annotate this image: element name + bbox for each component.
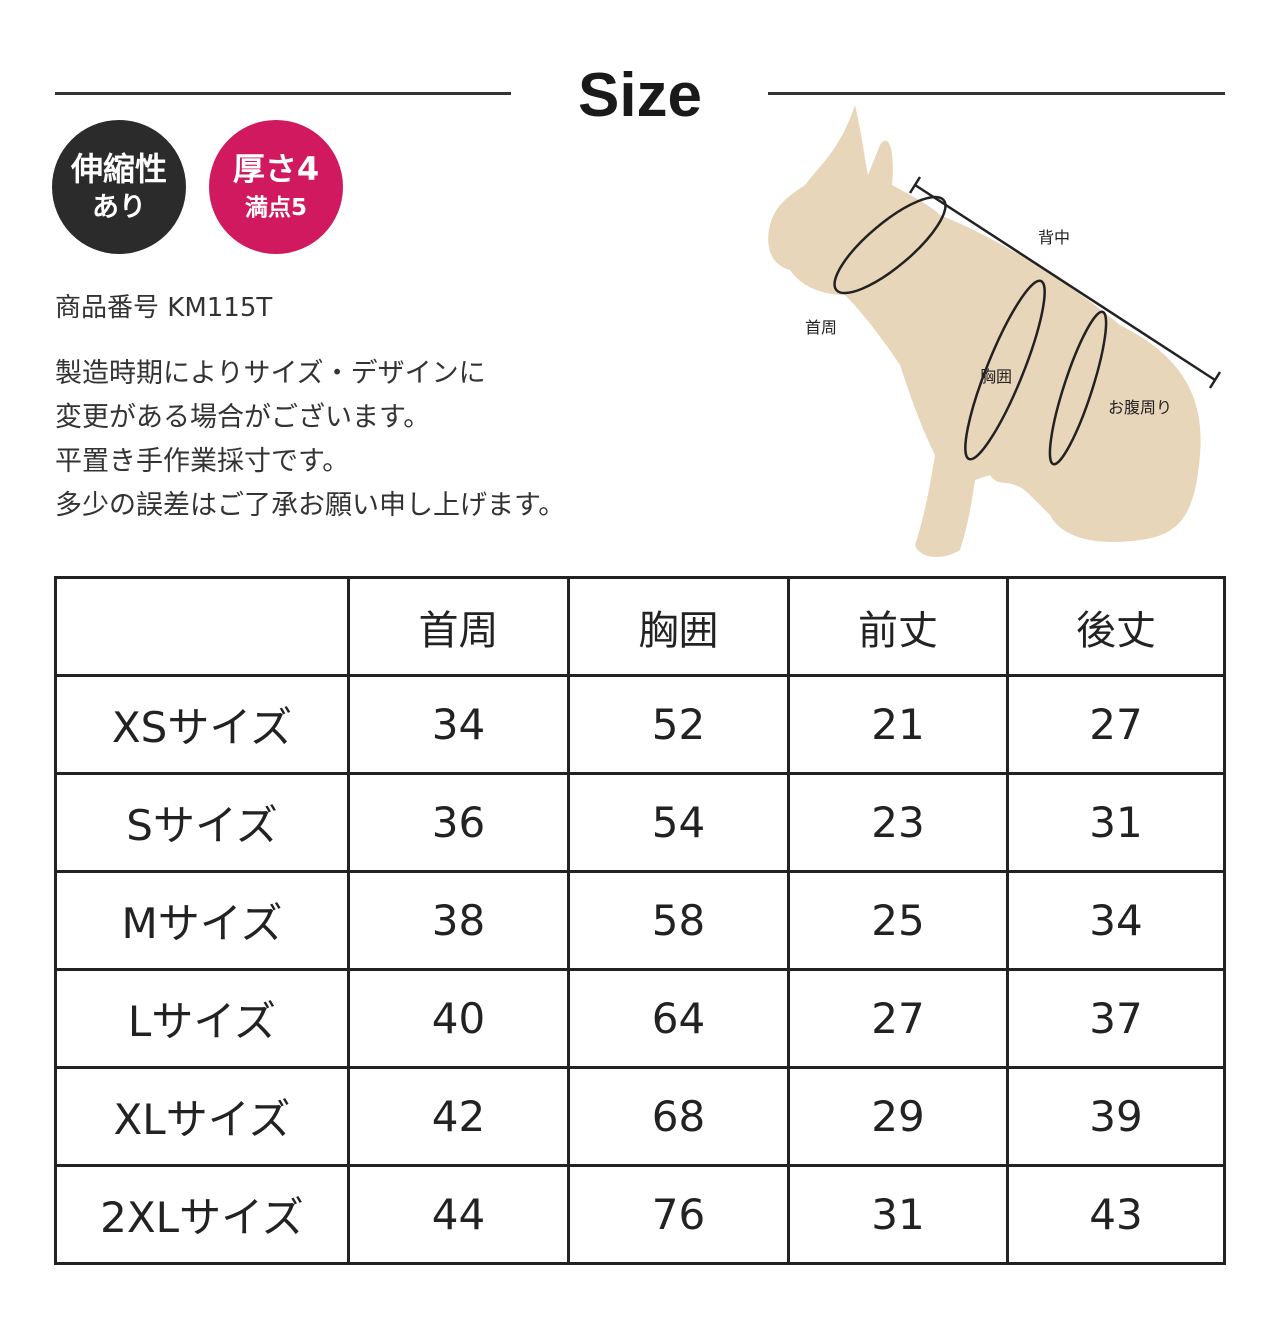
neck-ring bbox=[833, 195, 947, 295]
value-cell: 31 bbox=[787, 1164, 1009, 1265]
value-cell: 27 bbox=[787, 968, 1009, 1069]
belly-ring bbox=[1048, 310, 1108, 466]
value-cell: 68 bbox=[567, 1066, 790, 1167]
table-row: Sサイズ 36 54 23 31 bbox=[54, 772, 1226, 873]
badge-line1: 厚さ4 bbox=[232, 150, 320, 188]
note-line: 多少の誤差はご了承お願い申し上げます。 bbox=[55, 490, 566, 521]
value-cell: 23 bbox=[787, 772, 1009, 873]
size-label-cell: XSサイズ bbox=[54, 674, 350, 775]
value-cell: 44 bbox=[347, 1164, 570, 1265]
dog-measurement-diagram: 背中 首周 胸囲 お腹周り bbox=[768, 105, 1222, 557]
value-cell: 38 bbox=[347, 870, 570, 971]
header-cell bbox=[54, 576, 350, 677]
value-cell: 42 bbox=[347, 1066, 570, 1167]
notes: 製造時期によりサイズ・デザインに 変更がある場合がございます。 平置き手作業採寸… bbox=[55, 352, 565, 528]
table-row: XLサイズ 42 68 29 39 bbox=[54, 1066, 1226, 1167]
dog-silhouette bbox=[768, 105, 1201, 557]
note-line: 製造時期によりサイズ・デザインに bbox=[55, 358, 486, 389]
badge-line1: 伸縮性 bbox=[70, 150, 167, 188]
table-row: Lサイズ 40 64 27 37 bbox=[54, 968, 1226, 1069]
table-header-row: 首周 胸囲 前丈 後丈 bbox=[54, 576, 1226, 677]
back-length-line bbox=[914, 183, 1216, 382]
label-belly: お腹周り bbox=[1108, 398, 1172, 417]
size-table: 首周 胸囲 前丈 後丈 XSサイズ 34 52 21 27 Sサイズ 36 54 23 31 Mサイ… bbox=[54, 576, 1226, 1265]
header-cell: 後丈 bbox=[1006, 576, 1226, 677]
value-cell: 34 bbox=[1006, 870, 1226, 971]
size-label-cell: 2XLサイズ bbox=[54, 1164, 350, 1265]
value-cell: 54 bbox=[567, 772, 790, 873]
note-line: 平置き手作業採寸です。 bbox=[55, 446, 350, 477]
size-label-cell: XLサイズ bbox=[54, 1066, 350, 1167]
value-cell: 43 bbox=[1006, 1164, 1226, 1265]
value-cell: 25 bbox=[787, 870, 1009, 971]
value-cell: 76 bbox=[567, 1164, 790, 1265]
size-label-cell: Lサイズ bbox=[54, 968, 350, 1069]
product-code: 商品番号 KM115T bbox=[55, 293, 273, 323]
size-label-cell: Sサイズ bbox=[54, 772, 350, 873]
value-cell: 34 bbox=[347, 674, 570, 775]
table-row: XSサイズ 34 52 21 27 bbox=[54, 674, 1226, 775]
stretch-badge: 伸縮性 あり bbox=[52, 120, 186, 254]
value-cell: 21 bbox=[787, 674, 1009, 775]
label-chest: 胸囲 bbox=[980, 367, 1012, 386]
badge-line2: あり bbox=[92, 192, 146, 223]
value-cell: 39 bbox=[1006, 1066, 1226, 1167]
value-cell: 36 bbox=[347, 772, 570, 873]
header-cell: 首周 bbox=[347, 576, 570, 677]
label-back: 背中 bbox=[1038, 228, 1070, 247]
value-cell: 40 bbox=[347, 968, 570, 1069]
table-row: 2XLサイズ 44 76 31 43 bbox=[54, 1164, 1226, 1265]
size-label-cell: Mサイズ bbox=[54, 870, 350, 971]
badge-line2: 満点5 bbox=[244, 195, 307, 221]
value-cell: 27 bbox=[1006, 674, 1226, 775]
title-rule-right bbox=[768, 92, 1225, 95]
value-cell: 31 bbox=[1006, 772, 1226, 873]
note-line: 変更がある場合がございます。 bbox=[55, 402, 431, 433]
value-cell: 58 bbox=[567, 870, 790, 971]
page-title: Size bbox=[577, 61, 703, 130]
chest-ring bbox=[964, 279, 1046, 461]
value-cell: 29 bbox=[787, 1066, 1009, 1167]
header-cell: 胸囲 bbox=[567, 576, 790, 677]
header-cell: 前丈 bbox=[787, 576, 1009, 677]
value-cell: 37 bbox=[1006, 968, 1226, 1069]
title-rule-left bbox=[55, 92, 511, 95]
table-row: Mサイズ 38 58 25 34 bbox=[54, 870, 1226, 971]
value-cell: 52 bbox=[567, 674, 790, 775]
thickness-badge: 厚さ4 満点5 bbox=[209, 120, 343, 254]
label-neck: 首周 bbox=[805, 318, 837, 337]
value-cell: 64 bbox=[567, 968, 790, 1069]
